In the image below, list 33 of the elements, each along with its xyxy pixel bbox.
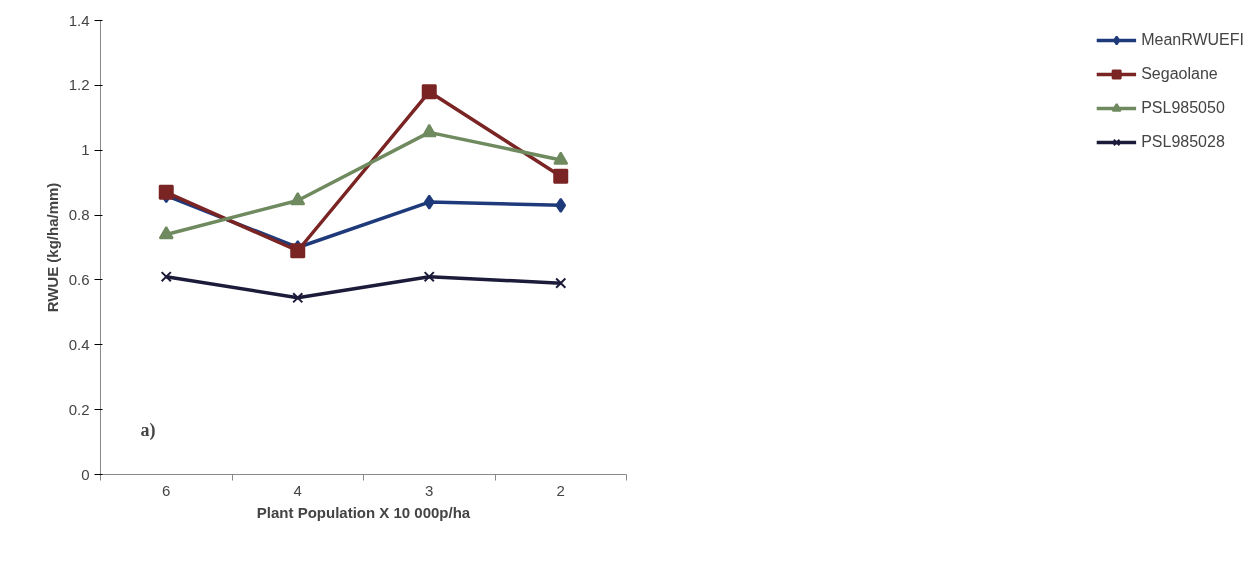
point bbox=[423, 271, 435, 283]
y-tick-label: 1 bbox=[81, 141, 90, 159]
point bbox=[555, 197, 567, 213]
point bbox=[292, 292, 304, 304]
point bbox=[423, 194, 435, 210]
legend-label: PSL985050 bbox=[1141, 99, 1225, 117]
point bbox=[158, 226, 174, 240]
x-tick-label: 3 bbox=[425, 481, 434, 499]
point bbox=[553, 151, 569, 165]
point bbox=[290, 191, 306, 206]
point bbox=[421, 123, 437, 138]
y-tick-label: 1.4 bbox=[68, 11, 90, 29]
y-tick-label: 0.4 bbox=[68, 335, 90, 353]
y-tick-label: 0 bbox=[81, 465, 90, 483]
point bbox=[553, 168, 569, 184]
x-tick-label: 4 bbox=[293, 481, 302, 499]
point bbox=[158, 184, 174, 200]
x-axis-title: Plant Population X 10 000p/ha bbox=[256, 503, 471, 521]
y-tick-label: 0.2 bbox=[68, 400, 90, 418]
point bbox=[290, 243, 306, 259]
x-tick-label: 2 bbox=[556, 481, 565, 499]
point bbox=[421, 84, 437, 100]
y-tick-label: 1.2 bbox=[68, 76, 90, 94]
x-tick-label: 6 bbox=[162, 481, 171, 499]
legend-label: PSL985028 bbox=[1141, 133, 1225, 151]
legend-label: MeanRWUEFI bbox=[1141, 31, 1244, 49]
y-tick-label: 0.8 bbox=[68, 206, 90, 224]
annotation: a) bbox=[140, 419, 156, 441]
legend-label: Segaolane bbox=[1141, 65, 1218, 83]
y-axis-title: RWUE (kg/ha/mm) bbox=[43, 182, 61, 313]
point bbox=[160, 271, 172, 283]
y-tick-label: 0.6 bbox=[68, 270, 90, 288]
point bbox=[555, 277, 567, 289]
